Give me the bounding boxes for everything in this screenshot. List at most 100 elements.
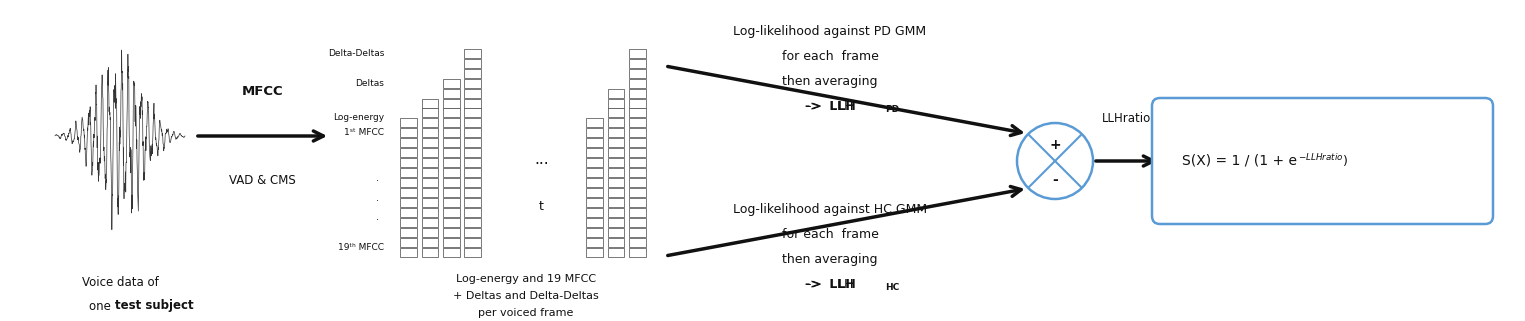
Text: + Deltas and Delta-Deltas: + Deltas and Delta-Deltas bbox=[453, 291, 599, 301]
Text: Voice data of: Voice data of bbox=[82, 276, 159, 290]
Text: Log-likelihood against HC GMM: Log-likelihood against HC GMM bbox=[734, 203, 927, 215]
Bar bbox=[586, 138, 602, 147]
Text: per voiced frame: per voiced frame bbox=[479, 308, 573, 318]
Bar bbox=[421, 178, 439, 187]
Bar bbox=[421, 218, 439, 227]
Bar bbox=[464, 188, 482, 197]
Text: ->  LLH: -> LLH bbox=[807, 100, 852, 112]
Bar bbox=[628, 59, 647, 68]
Bar bbox=[628, 128, 647, 137]
Bar bbox=[464, 218, 482, 227]
Bar bbox=[442, 89, 459, 98]
Bar bbox=[608, 148, 625, 157]
Bar bbox=[464, 89, 482, 98]
Text: Delta-Deltas: Delta-Deltas bbox=[328, 49, 384, 58]
Bar bbox=[464, 238, 482, 247]
Bar bbox=[628, 208, 647, 217]
Bar bbox=[628, 158, 647, 167]
Bar bbox=[586, 158, 602, 167]
Bar bbox=[586, 178, 602, 187]
Bar bbox=[628, 118, 647, 127]
Bar bbox=[628, 228, 647, 237]
Bar bbox=[608, 118, 625, 127]
Bar bbox=[628, 178, 647, 187]
Text: .: . bbox=[377, 173, 380, 183]
Bar bbox=[608, 158, 625, 167]
Bar bbox=[421, 128, 439, 137]
Bar bbox=[442, 238, 459, 247]
Text: for each  frame: for each frame bbox=[782, 228, 878, 240]
Bar bbox=[586, 218, 602, 227]
Text: for each  frame: for each frame bbox=[782, 49, 878, 63]
Bar bbox=[464, 49, 482, 58]
Text: Log-energy: Log-energy bbox=[332, 113, 384, 123]
Bar bbox=[442, 158, 459, 167]
Bar bbox=[608, 208, 625, 217]
Bar bbox=[628, 49, 647, 58]
Bar bbox=[442, 188, 459, 197]
Bar bbox=[421, 228, 439, 237]
Text: ->  LLH: -> LLH bbox=[807, 277, 852, 291]
Bar bbox=[628, 99, 647, 108]
Bar bbox=[464, 128, 482, 137]
Text: .: . bbox=[377, 213, 380, 222]
Bar bbox=[442, 218, 459, 227]
Bar bbox=[586, 118, 602, 127]
Bar bbox=[400, 148, 418, 157]
Bar bbox=[586, 248, 602, 257]
Bar bbox=[628, 168, 647, 177]
Bar bbox=[464, 178, 482, 187]
Bar bbox=[586, 198, 602, 207]
Text: test subject: test subject bbox=[114, 299, 194, 313]
Bar bbox=[464, 158, 482, 167]
Bar bbox=[442, 248, 459, 257]
Bar bbox=[608, 89, 625, 98]
Bar bbox=[442, 208, 459, 217]
Bar bbox=[586, 168, 602, 177]
Bar bbox=[442, 198, 459, 207]
Bar bbox=[442, 99, 459, 108]
Bar bbox=[400, 128, 418, 137]
Text: ->  LLH: -> LLH bbox=[805, 277, 856, 291]
Bar bbox=[400, 178, 418, 187]
Bar bbox=[400, 158, 418, 167]
Bar bbox=[442, 148, 459, 157]
Bar bbox=[442, 228, 459, 237]
Bar bbox=[464, 118, 482, 127]
Bar bbox=[400, 118, 418, 127]
Bar bbox=[608, 108, 625, 117]
Bar bbox=[400, 198, 418, 207]
Bar bbox=[442, 138, 459, 147]
Bar bbox=[586, 238, 602, 247]
Bar bbox=[464, 168, 482, 177]
Bar bbox=[586, 128, 602, 137]
Bar bbox=[608, 168, 625, 177]
Bar bbox=[464, 79, 482, 88]
Bar bbox=[628, 188, 647, 197]
Text: one: one bbox=[90, 299, 114, 313]
Bar bbox=[464, 59, 482, 68]
Text: LLHratio: LLHratio bbox=[1103, 112, 1151, 126]
Text: ...: ... bbox=[534, 152, 549, 167]
Bar bbox=[628, 89, 647, 98]
Bar bbox=[464, 208, 482, 217]
Bar bbox=[442, 79, 459, 88]
Bar bbox=[400, 218, 418, 227]
Bar bbox=[628, 218, 647, 227]
Bar bbox=[464, 108, 482, 117]
Bar bbox=[628, 198, 647, 207]
Bar bbox=[608, 99, 625, 108]
Bar bbox=[421, 188, 439, 197]
Bar bbox=[628, 69, 647, 78]
Bar bbox=[421, 99, 439, 108]
Bar bbox=[400, 208, 418, 217]
Bar bbox=[400, 168, 418, 177]
Bar bbox=[586, 228, 602, 237]
Bar bbox=[608, 198, 625, 207]
Bar bbox=[400, 238, 418, 247]
Text: then averaging: then averaging bbox=[782, 253, 878, 265]
Text: Deltas: Deltas bbox=[355, 79, 384, 88]
Text: S(X) = 1 / (1 + e: S(X) = 1 / (1 + e bbox=[1182, 154, 1298, 168]
Bar bbox=[442, 108, 459, 117]
Text: t: t bbox=[538, 199, 544, 213]
